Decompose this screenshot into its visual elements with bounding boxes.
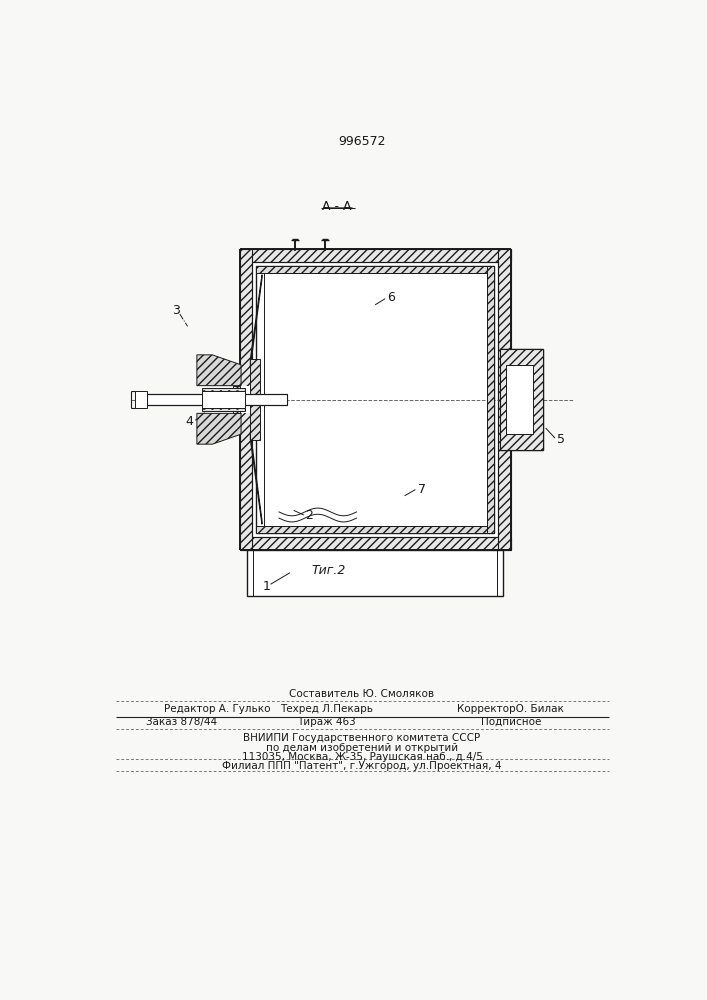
Bar <box>506 365 533 434</box>
Bar <box>486 266 494 533</box>
Text: 5: 5 <box>557 433 565 446</box>
Bar <box>202 391 245 408</box>
Text: по делам изобретений и открытий: по делам изобретений и открытий <box>266 743 458 753</box>
Bar <box>238 386 253 413</box>
Text: Техред Л.Пекарь: Техред Л.Пекарь <box>280 704 373 714</box>
Bar <box>240 249 510 262</box>
Bar <box>202 388 245 411</box>
Text: 7: 7 <box>418 483 426 496</box>
Bar <box>240 537 510 550</box>
Bar <box>498 249 510 550</box>
Text: Филиал ППП "Патент", г.Ужгород, ул.Проектная, 4: Филиал ППП "Патент", г.Ужгород, ул.Проек… <box>222 761 502 771</box>
Text: Составитель Ю. Смоляков: Составитель Ю. Смоляков <box>289 689 435 699</box>
Polygon shape <box>250 275 262 367</box>
Text: 6: 6 <box>387 291 395 304</box>
Bar <box>247 550 503 596</box>
Text: 4: 4 <box>185 415 193 428</box>
Text: 1: 1 <box>263 580 271 593</box>
Bar <box>256 266 494 273</box>
Text: Τиг.2: Τиг.2 <box>312 564 346 577</box>
Text: 3: 3 <box>172 304 180 317</box>
Text: 113035, Москва, Ж-35, Раушская наб., д.4/5: 113035, Москва, Ж-35, Раушская наб., д.4… <box>242 752 482 762</box>
Text: A - A: A - A <box>322 200 351 213</box>
Bar <box>256 526 494 533</box>
Bar <box>264 273 486 526</box>
Polygon shape <box>250 432 262 524</box>
Bar <box>146 394 287 405</box>
Text: КорректорО. Билак: КорректорО. Билак <box>457 704 564 714</box>
Bar <box>233 386 240 413</box>
Bar <box>240 249 252 550</box>
Bar <box>250 359 259 440</box>
Polygon shape <box>197 413 241 444</box>
Bar <box>500 349 542 450</box>
Text: 2: 2 <box>305 509 313 522</box>
Bar <box>135 391 146 408</box>
Text: Подписное: Подписное <box>481 717 541 727</box>
Text: Заказ 878/44: Заказ 878/44 <box>146 717 218 727</box>
Polygon shape <box>197 355 241 386</box>
Text: Редактор А. Гулько: Редактор А. Гулько <box>163 704 270 714</box>
Text: Тираж 463: Тираж 463 <box>297 717 356 727</box>
Text: ВНИИПИ Государственного комитета СССР: ВНИИПИ Государственного комитета СССР <box>243 733 481 743</box>
Bar <box>252 262 498 550</box>
Text: 996572: 996572 <box>338 135 386 148</box>
